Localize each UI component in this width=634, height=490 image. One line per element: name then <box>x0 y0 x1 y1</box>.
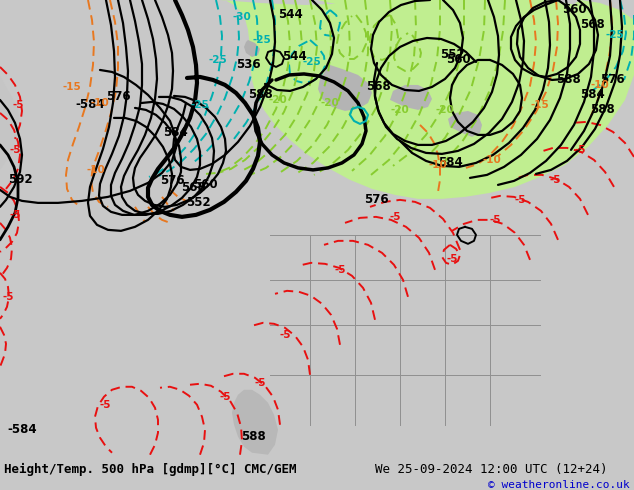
Polygon shape <box>220 0 634 199</box>
Text: 576: 576 <box>106 91 131 103</box>
Text: -15: -15 <box>531 100 550 110</box>
Text: 588: 588 <box>248 88 273 101</box>
Text: -5: -5 <box>549 175 560 185</box>
Text: -25: -25 <box>252 35 271 45</box>
Text: 576: 576 <box>600 74 624 86</box>
Polygon shape <box>318 65 372 111</box>
Text: 584: 584 <box>579 88 604 101</box>
Text: 588: 588 <box>555 74 580 86</box>
Text: -5: -5 <box>10 145 21 155</box>
Text: 568: 568 <box>181 181 205 195</box>
Text: -5: -5 <box>254 378 266 388</box>
Text: -5: -5 <box>3 292 14 302</box>
Text: 584: 584 <box>163 126 188 140</box>
Text: -10: -10 <box>591 80 609 90</box>
Text: -5: -5 <box>489 215 501 225</box>
Polygon shape <box>317 0 612 117</box>
Text: -15: -15 <box>63 82 81 92</box>
Polygon shape <box>448 111 482 137</box>
Text: 584: 584 <box>437 156 462 170</box>
Text: 560: 560 <box>446 53 470 67</box>
Text: 576: 576 <box>364 194 388 206</box>
Text: -10: -10 <box>482 155 501 165</box>
Text: Height/Temp. 500 hPa [gdmp][°C] CMC/GEM: Height/Temp. 500 hPa [gdmp][°C] CMC/GEM <box>4 464 297 476</box>
Polygon shape <box>390 85 432 110</box>
Text: -5: -5 <box>12 100 23 110</box>
Text: -20: -20 <box>436 105 455 115</box>
Text: -5: -5 <box>10 210 21 220</box>
Text: -25: -25 <box>302 57 321 67</box>
Text: 568: 568 <box>579 19 604 31</box>
Text: 592: 592 <box>8 173 32 186</box>
Text: 536: 536 <box>236 58 261 72</box>
Text: -20: -20 <box>269 95 287 105</box>
Text: -5: -5 <box>389 212 401 222</box>
Polygon shape <box>232 390 278 455</box>
Text: -25: -25 <box>209 55 228 65</box>
Polygon shape <box>562 0 634 65</box>
Text: -5: -5 <box>446 254 458 264</box>
Text: -584: -584 <box>75 98 105 111</box>
Text: 560: 560 <box>562 3 586 17</box>
Text: 588: 588 <box>241 430 266 443</box>
Text: 544: 544 <box>278 8 302 22</box>
Text: 552: 552 <box>440 49 464 61</box>
Text: 588: 588 <box>590 103 614 117</box>
Text: -10: -10 <box>91 98 110 108</box>
Text: -20: -20 <box>321 98 339 108</box>
Text: -5: -5 <box>279 330 291 340</box>
Text: -10: -10 <box>87 165 105 175</box>
Text: -584: -584 <box>7 423 37 436</box>
Text: -5: -5 <box>514 195 526 205</box>
Text: We 25-09-2024 12:00 UTC (12+24): We 25-09-2024 12:00 UTC (12+24) <box>375 464 607 476</box>
Polygon shape <box>0 0 20 170</box>
Text: -5: -5 <box>219 392 231 402</box>
Text: 552: 552 <box>186 196 210 209</box>
Text: -5: -5 <box>334 265 346 275</box>
Text: -10: -10 <box>429 160 448 170</box>
Text: -30: -30 <box>233 12 251 22</box>
Polygon shape <box>244 40 260 57</box>
Text: -20: -20 <box>391 105 410 115</box>
Text: 544: 544 <box>281 50 306 64</box>
Text: 576: 576 <box>160 174 184 187</box>
Text: -25: -25 <box>605 30 624 40</box>
Text: © weatheronline.co.uk: © weatheronline.co.uk <box>488 480 630 490</box>
Text: -25: -25 <box>191 100 209 110</box>
Text: 560: 560 <box>193 178 217 192</box>
Text: -5: -5 <box>100 400 111 410</box>
Text: 568: 568 <box>366 80 391 94</box>
Text: -5: -5 <box>574 145 586 155</box>
